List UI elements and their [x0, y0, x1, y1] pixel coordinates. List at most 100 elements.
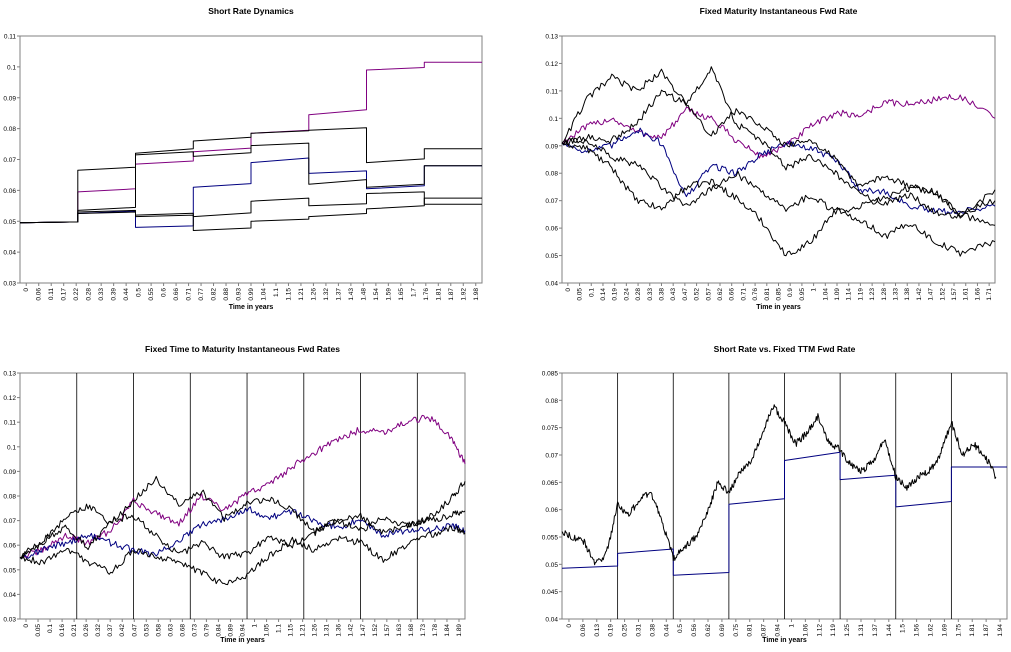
x-tick-label: 0.82: [211, 288, 218, 301]
series-line-1: [19, 61, 482, 224]
x-tick-label: 0.5: [677, 624, 684, 633]
x-tick-label: 1.37: [335, 288, 342, 301]
short-rate-vs-ttm-chart: Short Rate vs. Fixed TTM Fwd Rate 0.04 0.0…: [520, 335, 1010, 652]
y-tick-label: 0.085: [542, 371, 559, 378]
series-line-4: [19, 525, 466, 586]
x-tick-label: 0.68: [179, 624, 186, 637]
x-tick-label: 0.6: [161, 288, 168, 297]
x-tick-label: 0.71: [186, 288, 193, 301]
x-tick-label: 0: [23, 624, 30, 628]
x-tick-label: 1.94: [997, 624, 1004, 637]
y-tick-label: 0.08: [3, 494, 16, 501]
x-tick-label: 1.26: [312, 624, 319, 637]
x-tick-label: 0.33: [98, 288, 105, 301]
x-tick-label: 1.33: [893, 288, 900, 301]
series-line-2: [19, 127, 482, 224]
series-line-6: [561, 137, 996, 217]
x-tick-label: 0.28: [635, 288, 642, 301]
x-axis-label: Time in years: [762, 637, 807, 644]
x-tick-label: 1.5: [900, 624, 907, 633]
y-tick-label: 0.03: [3, 617, 16, 624]
x-tick-label: 1.12: [816, 624, 823, 637]
x-tick-label: 1.15: [285, 288, 292, 301]
x-tick-label: 1.62: [928, 624, 935, 637]
fixed-maturity-fwd-rate-chart: Fixed Maturity Instantaneous Fwd Rate 0.0…: [520, 0, 1010, 325]
x-tick-label: 0.63: [167, 624, 174, 637]
plot-area-frame: [19, 372, 466, 620]
x-tick-label: 1.48: [360, 288, 367, 301]
x-tick-label: 0.16: [59, 624, 66, 637]
x-tick-label: 1.04: [260, 288, 267, 301]
x-tick-label: 0.06: [580, 624, 587, 637]
x-tick-label: 0.42: [119, 624, 126, 637]
x-tick-label: 0.87: [761, 624, 768, 637]
x-tick-label: 0.06: [36, 288, 43, 301]
x-tick-label: 1.89: [456, 624, 463, 637]
x-tick-label: 1.63: [396, 624, 403, 637]
y-tick-label: 0.05: [545, 253, 558, 260]
y-tick-label: 0.06: [545, 226, 558, 233]
y-tick-label: 0.09: [3, 95, 16, 102]
x-tick-label: 0.81: [747, 624, 754, 637]
x-tick-label: 1.52: [372, 624, 379, 637]
x-tick-label: 1.21: [298, 288, 305, 301]
x-tick-label: 0.47: [682, 288, 689, 301]
x-tick-label: 0.76: [752, 288, 759, 301]
series-line-2: [19, 506, 466, 559]
x-tick-label: 0.69: [719, 624, 726, 637]
x-tick-label: 1: [811, 288, 818, 292]
x-axis-label: Time in years: [229, 304, 274, 311]
x-tick-label: 1.81: [969, 624, 976, 637]
x-tick-label: 1.57: [951, 288, 958, 301]
x-tick-label: 0.26: [83, 624, 90, 637]
y-tick-label: 0.1: [7, 64, 16, 71]
chart-title: Fixed Maturity Instantaneous Fwd Rate: [700, 6, 858, 16]
y-tick-label: 0.09: [3, 469, 16, 476]
short-rate-dynamics-svg: Short Rate Dynamics 0.03 0.04 0.05 0.06 0.07 0…: [3, 6, 483, 311]
x-tick-label: 1.14: [846, 288, 853, 301]
x-tick-label: 0: [565, 288, 572, 292]
plot-area-frame: [561, 35, 996, 284]
x-tick-label: 0.14: [600, 288, 607, 301]
x-tick-label: 0.57: [705, 288, 712, 301]
x-tick-label: 1.23: [869, 288, 876, 301]
x-tick-label: 1.68: [408, 624, 415, 637]
x-tick-label: 1.26: [310, 288, 317, 301]
x-tick-label: 0.84: [215, 624, 222, 637]
x-tick-label: 1.44: [886, 624, 893, 637]
x-tick-label: 0.1: [588, 288, 595, 297]
series-line-2: [561, 127, 996, 216]
x-tick-label: 1.42: [916, 288, 923, 301]
fixed-ttm-fwd-rates-chart: Fixed Time to Maturity Instantaneous Fwd…: [0, 335, 490, 652]
x-tick-label: 1.47: [360, 624, 367, 637]
x-tick-label: 1.98: [473, 288, 480, 301]
x-tick-label: 0.39: [111, 288, 118, 301]
y-tick-label: 0.06: [3, 188, 16, 195]
chart-title: Short Rate vs. Fixed TTM Fwd Rate: [714, 344, 856, 354]
y-tick-label: 0.05: [3, 219, 16, 226]
x-tick-label: 1.81: [435, 288, 442, 301]
y-tick-label: 0.07: [3, 518, 16, 525]
y-tick-label: 0.03: [3, 281, 16, 288]
x-tick-label: 0.33: [647, 288, 654, 301]
x-tick-label: 1.43: [348, 288, 355, 301]
x-tick-label: 1.65: [398, 288, 405, 301]
x-tick-label: 0.5: [136, 288, 143, 297]
y-tick-label: 0.055: [542, 535, 559, 542]
fixed-maturity-fwd-rate-svg: Fixed Maturity Instantaneous Fwd Rate 0.0…: [545, 6, 996, 311]
x-tick-label: 1.21: [300, 624, 307, 637]
y-tick-label: 0.06: [545, 507, 558, 514]
x-tick-label: 0.31: [635, 624, 642, 637]
x-tick-label: 1.36: [336, 624, 343, 637]
x-tick-label: 0.94: [775, 624, 782, 637]
x-tick-label: 0.43: [670, 288, 677, 301]
series-line-1: [561, 451, 1007, 576]
x-tick-label: 0.53: [143, 624, 150, 637]
x-tick-label: 1.28: [881, 288, 888, 301]
y-tick-label: 0.07: [3, 157, 16, 164]
y-tick-label: 0.075: [542, 425, 559, 432]
x-tick-label: 0.38: [658, 288, 665, 301]
x-tick-label: 1.19: [857, 288, 864, 301]
fixed-ttm-fwd-rates-svg: Fixed Time to Maturity Instantaneous Fwd…: [3, 344, 466, 644]
x-tick-label: 1.75: [955, 624, 962, 637]
